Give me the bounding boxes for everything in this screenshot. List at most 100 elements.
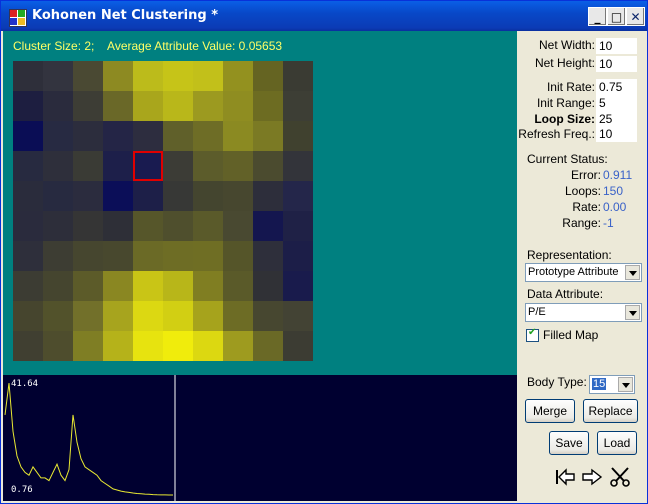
refresh-freq-field[interactable]: 10 <box>596 126 637 142</box>
kohonen-map[interactable] <box>13 61 313 361</box>
map-node[interactable] <box>223 301 253 331</box>
map-node[interactable] <box>223 331 253 361</box>
map-node[interactable] <box>283 241 313 271</box>
map-node[interactable] <box>13 151 43 181</box>
map-node[interactable] <box>13 61 43 91</box>
map-node[interactable] <box>13 91 43 121</box>
map-node[interactable] <box>283 301 313 331</box>
map-node[interactable] <box>193 181 223 211</box>
map-node[interactable] <box>223 181 253 211</box>
map-node[interactable] <box>103 91 133 121</box>
map-node[interactable] <box>163 91 193 121</box>
map-node[interactable] <box>253 241 283 271</box>
map-node[interactable] <box>193 271 223 301</box>
map-node[interactable] <box>103 211 133 241</box>
map-node[interactable] <box>103 151 133 181</box>
map-node[interactable] <box>193 151 223 181</box>
filled-map-checkbox[interactable] <box>526 327 539 342</box>
map-node[interactable] <box>133 211 163 241</box>
map-node[interactable] <box>73 301 103 331</box>
map-node[interactable] <box>103 301 133 331</box>
map-node[interactable] <box>283 151 313 181</box>
map-node[interactable] <box>73 211 103 241</box>
map-node[interactable] <box>283 211 313 241</box>
map-node[interactable] <box>253 271 283 301</box>
map-node[interactable] <box>43 331 73 361</box>
map-node[interactable] <box>103 271 133 301</box>
maximize-button[interactable]: □ <box>607 7 626 26</box>
replace-button[interactable]: Replace <box>583 399 638 423</box>
map-node[interactable] <box>253 181 283 211</box>
map-node[interactable] <box>253 91 283 121</box>
map-node[interactable] <box>73 91 103 121</box>
map-node[interactable] <box>133 331 163 361</box>
map-node[interactable] <box>133 241 163 271</box>
map-node[interactable] <box>283 61 313 91</box>
map-node[interactable] <box>283 121 313 151</box>
map-node[interactable] <box>283 181 313 211</box>
rewind-icon[interactable] <box>554 466 576 488</box>
map-node[interactable] <box>43 211 73 241</box>
step-forward-icon[interactable] <box>581 466 603 488</box>
net-height-field[interactable]: 10 <box>596 56 637 72</box>
map-node[interactable] <box>13 271 43 301</box>
map-node[interactable] <box>73 241 103 271</box>
representation-select[interactable]: Prototype Attribute <box>525 263 642 282</box>
map-node[interactable] <box>223 241 253 271</box>
map-node[interactable] <box>73 61 103 91</box>
map-node[interactable] <box>193 121 223 151</box>
loop-size-field[interactable]: 25 <box>596 111 637 127</box>
map-node[interactable] <box>133 61 163 91</box>
map-node[interactable] <box>163 151 193 181</box>
map-node[interactable] <box>133 271 163 301</box>
map-node[interactable] <box>133 151 163 181</box>
map-node[interactable] <box>43 181 73 211</box>
map-node[interactable] <box>253 151 283 181</box>
map-node[interactable] <box>133 121 163 151</box>
map-node[interactable] <box>283 271 313 301</box>
map-node[interactable] <box>223 211 253 241</box>
map-node[interactable] <box>43 91 73 121</box>
map-node[interactable] <box>73 331 103 361</box>
body-type-select[interactable]: 15 <box>589 375 635 394</box>
map-node[interactable] <box>43 151 73 181</box>
map-node[interactable] <box>13 301 43 331</box>
map-node[interactable] <box>223 121 253 151</box>
save-button[interactable]: Save <box>549 431 589 455</box>
map-node[interactable] <box>253 331 283 361</box>
map-node[interactable] <box>43 271 73 301</box>
net-width-field[interactable]: 10 <box>596 38 637 54</box>
map-node[interactable] <box>163 271 193 301</box>
map-node[interactable] <box>283 91 313 121</box>
map-node[interactable] <box>133 301 163 331</box>
map-node[interactable] <box>13 211 43 241</box>
map-node[interactable] <box>253 61 283 91</box>
map-node[interactable] <box>73 121 103 151</box>
data-attribute-select[interactable]: P/E <box>525 303 642 322</box>
map-node[interactable] <box>163 301 193 331</box>
map-node[interactable] <box>193 331 223 361</box>
map-node[interactable] <box>133 91 163 121</box>
map-node[interactable] <box>103 181 133 211</box>
map-node[interactable] <box>223 151 253 181</box>
map-node[interactable] <box>193 241 223 271</box>
map-node[interactable] <box>163 211 193 241</box>
map-node[interactable] <box>223 61 253 91</box>
map-node[interactable] <box>163 181 193 211</box>
scissors-icon[interactable] <box>609 466 631 488</box>
chevron-down-icon[interactable] <box>625 305 640 320</box>
chevron-down-icon[interactable] <box>618 377 633 392</box>
map-node[interactable] <box>103 121 133 151</box>
close-button[interactable]: ✕ <box>626 7 645 26</box>
init-range-field[interactable]: 5 <box>596 95 637 111</box>
load-button[interactable]: Load <box>597 431 637 455</box>
map-node[interactable] <box>253 301 283 331</box>
map-node[interactable] <box>13 241 43 271</box>
map-node[interactable] <box>133 181 163 211</box>
map-node[interactable] <box>163 241 193 271</box>
map-node[interactable] <box>193 61 223 91</box>
map-node[interactable] <box>103 331 133 361</box>
map-node[interactable] <box>73 271 103 301</box>
map-node[interactable] <box>223 91 253 121</box>
map-node[interactable] <box>13 181 43 211</box>
